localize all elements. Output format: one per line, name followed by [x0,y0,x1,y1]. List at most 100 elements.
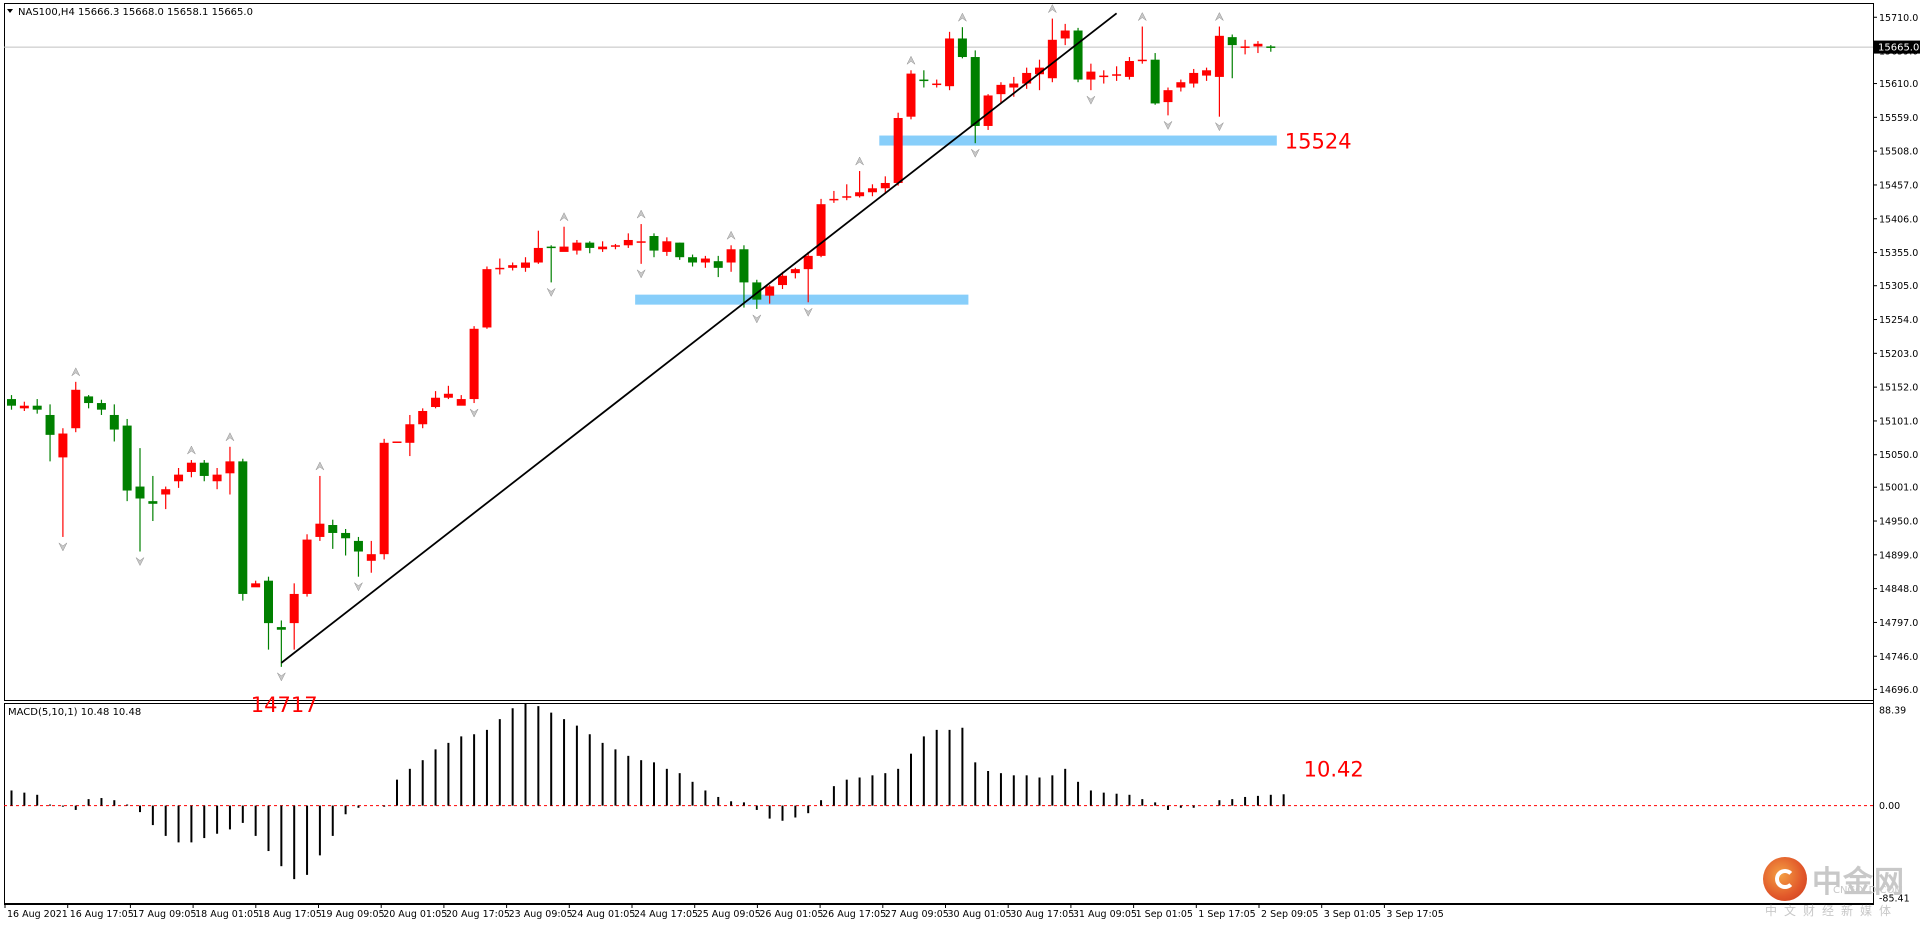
time-tick-label: 16 Aug 17:05 [70,909,134,920]
candle [1099,70,1109,84]
candle [1240,39,1250,55]
candle [366,540,376,573]
fractal-up-arrow-icon [958,12,967,22]
candle-body [829,198,839,201]
price-axis-ticks: 15710.015659.015610.015559.015508.015457… [1873,13,1918,696]
candle-body [893,118,903,183]
price-tick-label: 15203.0 [1879,349,1918,360]
candle [289,583,299,650]
price-tick-label: 14746.0 [1879,652,1918,663]
candle-body [610,245,620,247]
watermark-logo-icon [1763,857,1807,901]
candle-body [19,405,29,409]
fractal-down-arrow-icon [469,408,479,418]
candle [598,241,608,252]
candle [122,418,132,502]
candle-body [45,414,55,435]
candle [19,401,29,411]
candle [803,251,813,303]
candle [84,395,94,409]
macd-title: MACD(5,10,1) 10.48 10.48 [8,707,141,718]
candle-body [199,462,209,476]
time-tick-label: 25 Aug 09:05 [697,909,761,920]
time-tick-label: 19 Aug 09:05 [321,909,385,920]
time-tick-label: 17 Aug 09:05 [132,909,196,920]
price-tick-label: 15559.0 [1879,113,1918,124]
candle [1073,27,1083,83]
candle [521,257,530,272]
price-tick-label: 15710.0 [1879,13,1918,24]
candle [585,241,595,254]
candle-body [174,474,184,482]
time-tick-label: 3 Sep 01:05 [1324,909,1381,920]
time-tick-label: 30 Aug 01:05 [948,909,1012,920]
candle [418,408,428,429]
price-tick-label: 14899.0 [1879,550,1918,561]
trendline [280,12,1118,664]
candle-body [32,405,42,410]
macd-value-label: 10.42 [1304,757,1364,781]
candle [867,184,877,197]
fractal-down-arrow-icon [1086,95,1096,105]
candle-body [932,83,942,86]
fractal-up-arrow-icon [315,461,325,471]
candle [688,254,698,267]
macd-axis-label: 0.00 [1879,801,1900,812]
support-price-label: 15524 [1285,130,1352,154]
price-tick-label: 14848.0 [1879,584,1918,595]
time-tick-label: 1 Sep 01:05 [1136,909,1193,920]
candle [816,198,826,258]
candle [7,395,16,410]
candle [353,536,363,577]
candle-body [1163,90,1173,103]
price-tick-label: 15101.0 [1879,416,1918,427]
current-price-tag [1874,40,1920,54]
candle [1086,63,1096,91]
candle [1150,53,1160,105]
fractal-down-arrow-icon [1215,122,1224,132]
candle-body [353,540,363,552]
candle [199,460,209,482]
candle-body [482,269,492,328]
time-tick-label: 26 Aug 01:05 [759,909,823,920]
candle [790,267,800,279]
candle [610,243,620,250]
price-tick-label: 15001.0 [1879,483,1918,494]
candle-body [598,246,608,250]
macd-plot-frame [4,703,1874,904]
candle [778,271,787,290]
candle-body [623,239,633,246]
candle-body [533,247,543,263]
candle-body [186,462,196,472]
candle-body [161,489,171,495]
candle-body [1227,37,1237,46]
candle-body [546,246,556,249]
candle-body [495,267,505,270]
candle [1124,57,1134,80]
fractal-down-arrow-icon [803,308,813,317]
fractal-up-arrow-icon [855,156,864,166]
price-tick-label: 15508.0 [1879,147,1918,158]
fractal-up-arrow-icon [906,55,916,65]
candle [1060,23,1070,46]
candle-body [341,532,351,539]
candle [1176,79,1186,92]
candle-body [816,204,826,256]
fractal-up-arrow-icon [225,432,235,441]
fractal-up-arrow-icon [636,209,646,219]
time-tick-label: 18 Aug 17:05 [258,909,322,920]
time-tick-label: 18 Aug 01:05 [195,909,259,920]
candle [443,385,453,400]
candle-body [84,396,94,404]
price-tick-label: 15152.0 [1879,383,1918,394]
low-price-label: 14717 [251,693,318,717]
dropdown-triangle-icon[interactable] [7,9,13,13]
candle [71,381,81,433]
candle-body [58,433,68,458]
candle-body [521,262,530,268]
fractal-down-arrow-icon [277,672,286,682]
candle [405,414,415,457]
candle [96,399,106,415]
candle [559,226,569,252]
